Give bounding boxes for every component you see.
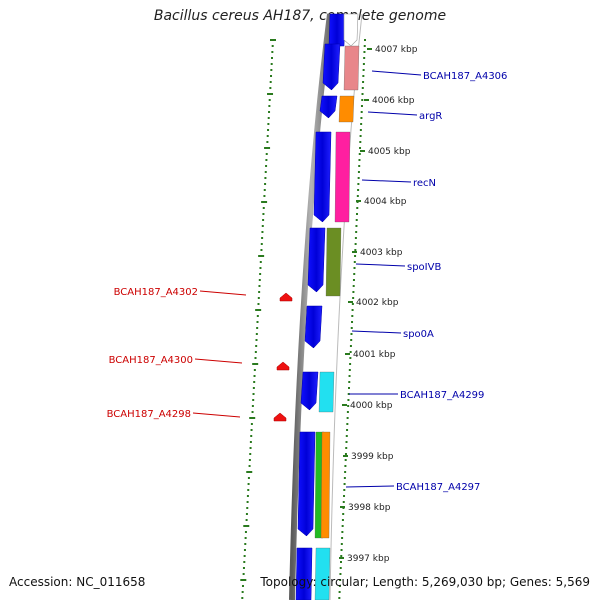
gene-label[interactable]: recN [413, 178, 436, 189]
feature-block [314, 547, 331, 600]
kbp-tick-label: 4004 kbp [364, 197, 407, 207]
gene-marker [273, 412, 287, 422]
feature-track [295, 13, 360, 600]
cds-arrow [304, 305, 323, 349]
gene-label[interactable]: BCAH187_A4302 [114, 287, 198, 298]
feature-block [334, 131, 351, 223]
tick-ring [240, 39, 366, 599]
gene-leader-line [371, 70, 422, 76]
accession-text: Accession: NC_011658 [9, 575, 146, 589]
gene-label[interactable]: spo0A [403, 329, 434, 340]
gene-leader-line [345, 485, 395, 488]
gene-marker [276, 361, 290, 371]
label-layer: 4007 kbp 4006 kbp 4005 kbp 4004 kbp 4003 kbp… [107, 45, 508, 564]
gene-label[interactable]: BCAH187_A4298 [107, 409, 191, 420]
kbp-tick-label: 4006 kbp [372, 96, 415, 106]
kbp-tick-label: 4001 kbp [353, 350, 396, 360]
feature-block [318, 371, 335, 413]
gene-label[interactable]: BCAH187_A4306 [423, 71, 507, 82]
feature-block [320, 431, 331, 539]
kbp-tick-label: 4005 kbp [368, 147, 411, 157]
map-title: Bacillus cereus AH187, complete genome [153, 8, 447, 24]
cds-arrow [322, 43, 341, 91]
gene-leader-line [194, 358, 243, 364]
kbp-tick-label: 3997 kbp [347, 554, 390, 564]
kbp-tick-label: 4002 kbp [356, 298, 399, 308]
gene-label[interactable]: BCAH187_A4297 [396, 482, 480, 493]
gene-marker [279, 292, 293, 302]
cds-arrow [328, 13, 346, 47]
gene-label[interactable]: argR [419, 111, 442, 122]
gene-leader-line [361, 179, 412, 183]
gene-leader-line [351, 330, 402, 334]
cds-arrow [295, 547, 313, 600]
kbp-tick-label: 4003 kbp [360, 248, 403, 258]
cds-arrow [319, 95, 338, 119]
genome-backbone [289, 13, 333, 600]
gene-leader-line [355, 263, 406, 267]
kbp-tick-label: 3998 kbp [348, 503, 391, 513]
gene-leader-line [367, 111, 418, 116]
cds-arrow [300, 371, 319, 411]
kbp-tick-label: 3999 kbp [351, 452, 394, 462]
summary-text: Topology: circular; Length: 5,269,030 bp… [260, 575, 590, 589]
feature-block [338, 95, 355, 123]
gene-leader-line [199, 290, 247, 296]
feature-block-white [343, 13, 359, 47]
cds-arrow [297, 431, 316, 537]
cds-arrow [307, 227, 326, 293]
feature-block [325, 227, 342, 297]
kbp-tick-label: 4000 kbp [350, 401, 393, 411]
gene-label[interactable]: BCAH187_A4299 [400, 390, 484, 401]
gene-leader-line [192, 412, 241, 418]
feature-block [343, 45, 360, 91]
gene-label[interactable]: spoIVB [407, 262, 441, 273]
kbp-tick-label: 4007 kbp [375, 45, 418, 55]
cds-arrow [313, 131, 332, 223]
marker-track [273, 292, 293, 422]
gene-label[interactable]: BCAH187_A4300 [109, 355, 193, 366]
